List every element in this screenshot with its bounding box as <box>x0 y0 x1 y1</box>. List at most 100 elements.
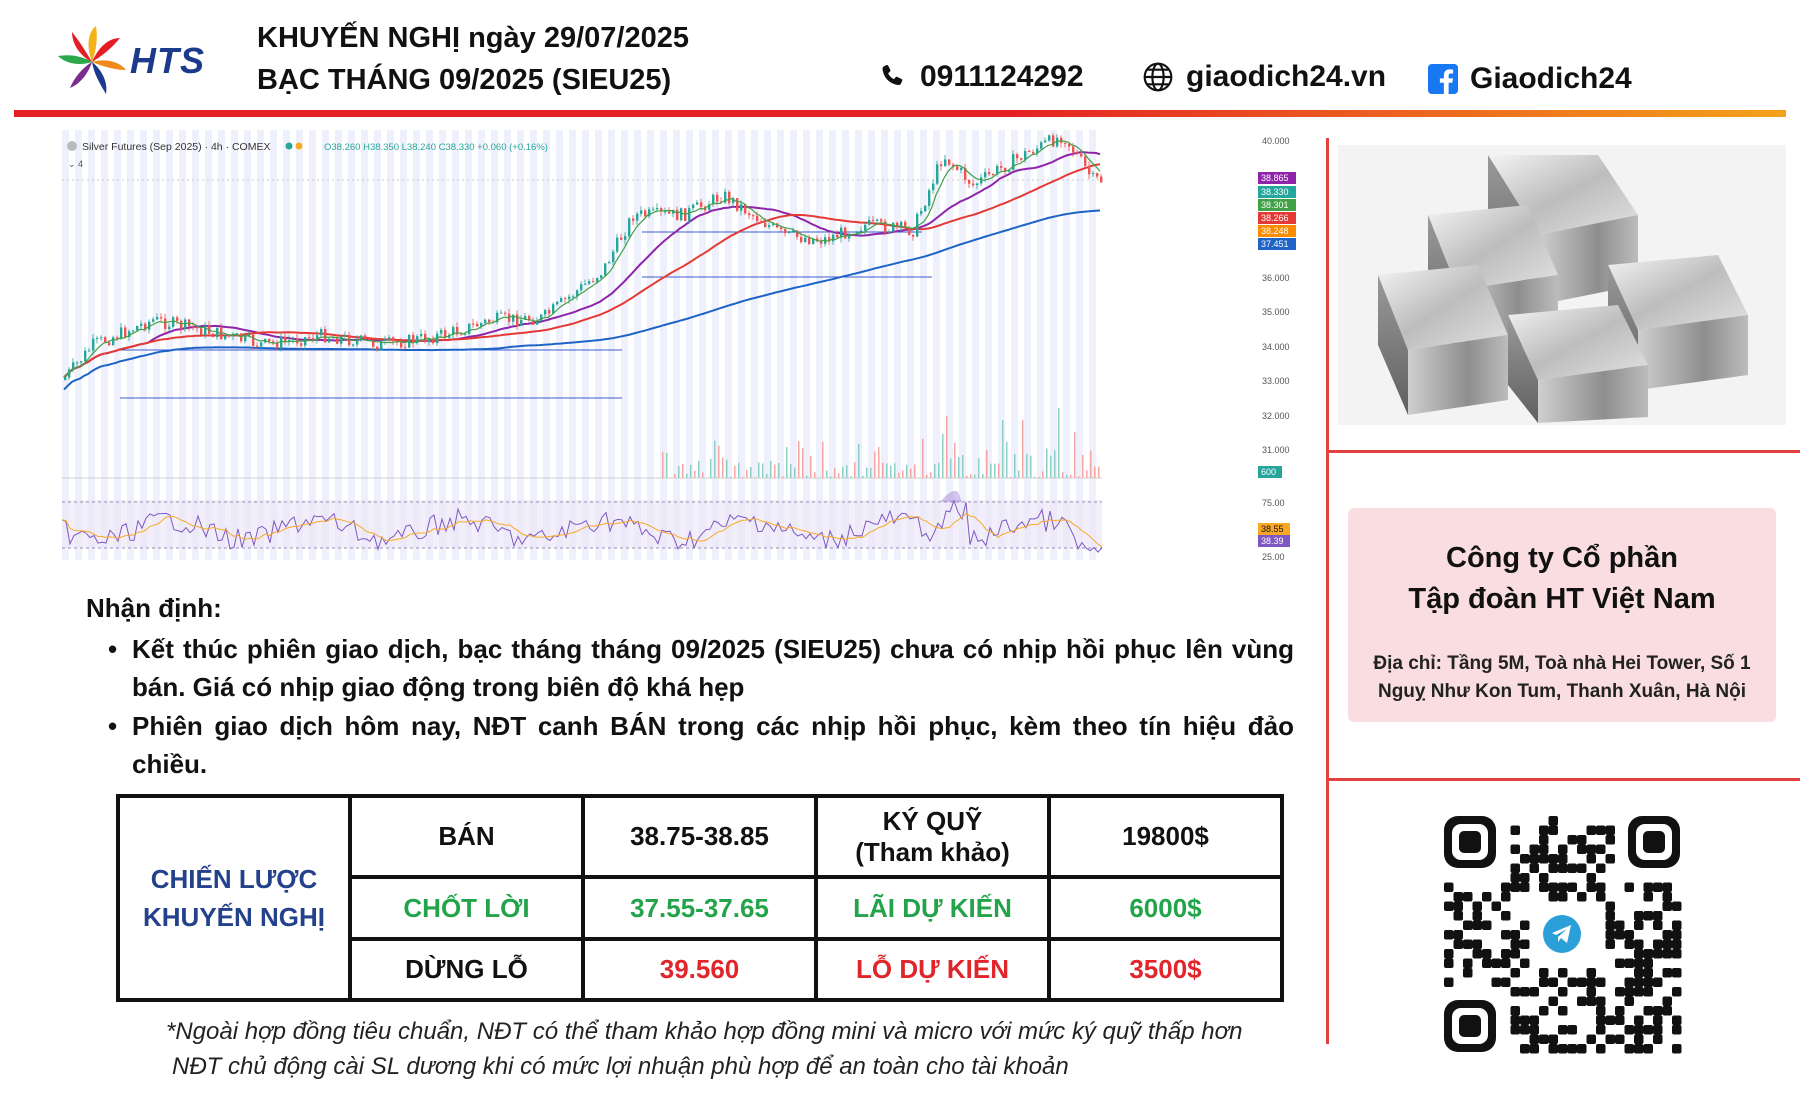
candle-body <box>836 234 839 238</box>
chart-symbol-title: Silver Futures (Sep 2025) · 4h · COMEX <box>82 141 270 153</box>
volume-bar <box>798 441 800 478</box>
silver-bar <box>1508 305 1648 423</box>
price-chart: Silver Futures (Sep 2025) · 4h · COMEX O… <box>62 130 1308 562</box>
session-stripe <box>361 130 368 560</box>
candle-body <box>996 166 999 175</box>
candle-body <box>268 338 271 342</box>
expected-profit-label: LÃI DỰ KIẾN <box>814 875 1051 941</box>
volume-bar <box>866 467 868 478</box>
qr-module <box>1463 968 1473 978</box>
session-stripe <box>114 130 121 560</box>
candle-body <box>1036 148 1039 154</box>
qr-module <box>1596 844 1606 854</box>
hts-logo <box>58 26 126 94</box>
volume-bar <box>1090 450 1092 478</box>
candle-body <box>844 227 847 239</box>
volume-bar <box>746 469 748 478</box>
candle-body <box>112 337 115 346</box>
qr-module <box>1520 873 1530 883</box>
candle-body <box>832 234 835 242</box>
qr-module <box>1548 882 1558 892</box>
candle-body <box>724 191 727 203</box>
volume-bar <box>910 468 912 478</box>
qr-module <box>1529 1044 1539 1054</box>
candle-body <box>132 330 135 332</box>
session-stripe <box>62 130 69 560</box>
session-stripe <box>829 130 836 560</box>
qr-finder <box>1444 816 1496 868</box>
qr-module <box>1501 949 1511 959</box>
candle-body <box>504 312 507 314</box>
volume-bar <box>1010 476 1012 478</box>
qr-module <box>1605 911 1615 921</box>
qr-module <box>1520 854 1530 864</box>
volume-bar <box>738 462 740 478</box>
qr-module <box>1596 996 1606 1006</box>
qr-module <box>1453 939 1463 949</box>
phone-number: 0911124292 <box>920 60 1084 93</box>
qr-module <box>1605 901 1615 911</box>
qr-module <box>1643 968 1653 978</box>
chart-indicator-toggle[interactable]: ⌄ 4 <box>68 159 83 169</box>
volume-bar <box>998 463 1000 478</box>
qr-module <box>1520 1025 1530 1035</box>
qr-module <box>1539 844 1549 854</box>
facebook-contact[interactable]: Giaodich24 <box>1428 62 1632 96</box>
candle-body <box>560 298 563 302</box>
candle-body <box>1060 137 1063 143</box>
qr-module <box>1520 958 1530 968</box>
session-stripe <box>465 130 472 560</box>
qr-module <box>1662 901 1672 911</box>
qr-module <box>1539 835 1549 845</box>
qr-module <box>1463 939 1473 949</box>
candle-body <box>908 227 911 235</box>
qr-module <box>1501 930 1511 940</box>
session-stripe <box>751 130 758 560</box>
candle-body <box>344 334 347 337</box>
volume-bar <box>1038 476 1040 478</box>
section-divider <box>1326 778 1800 781</box>
candle-body <box>976 183 979 186</box>
volume-bar <box>822 441 824 478</box>
candle-body <box>428 338 431 343</box>
volume-bar <box>1070 474 1072 478</box>
qr-module <box>1510 1006 1520 1016</box>
candle-body <box>172 317 175 327</box>
telegram-qr-code[interactable] <box>1440 812 1684 1056</box>
qr-module <box>1482 949 1492 959</box>
volume-bar <box>682 463 684 478</box>
candle-body <box>540 314 543 321</box>
volume-bar <box>1066 474 1068 478</box>
volume-bar <box>950 458 952 478</box>
session-stripe <box>283 130 290 560</box>
session-stripe <box>556 130 563 560</box>
qr-module <box>1501 911 1511 921</box>
qr-module <box>1510 930 1520 940</box>
candle-body <box>600 275 603 278</box>
candle-body <box>644 210 647 217</box>
candle-body <box>764 222 767 228</box>
candle-body <box>700 202 703 207</box>
candle-body <box>1032 151 1035 154</box>
website-contact[interactable]: giaodich24.vn <box>1142 60 1386 94</box>
candle-body <box>168 326 171 329</box>
phone-contact[interactable]: 0911124292 <box>878 60 1084 94</box>
qr-module <box>1567 977 1577 987</box>
qr-module <box>1501 977 1511 987</box>
candle-body <box>516 314 519 326</box>
candle-body <box>284 336 287 342</box>
candle-body <box>164 318 167 329</box>
candle-body <box>532 320 535 325</box>
qr-module <box>1605 835 1615 845</box>
qr-module <box>1444 882 1454 892</box>
qr-module <box>1662 949 1672 959</box>
header-divider <box>14 110 1786 117</box>
take-profit-price: 37.55-37.65 <box>581 875 818 941</box>
session-stripe <box>348 130 355 560</box>
candle-body <box>892 222 895 232</box>
qr-module <box>1529 854 1539 864</box>
candle-body <box>100 337 103 339</box>
candle-body <box>228 335 231 337</box>
bullet-dot: • <box>108 711 118 741</box>
qr-module <box>1634 939 1644 949</box>
